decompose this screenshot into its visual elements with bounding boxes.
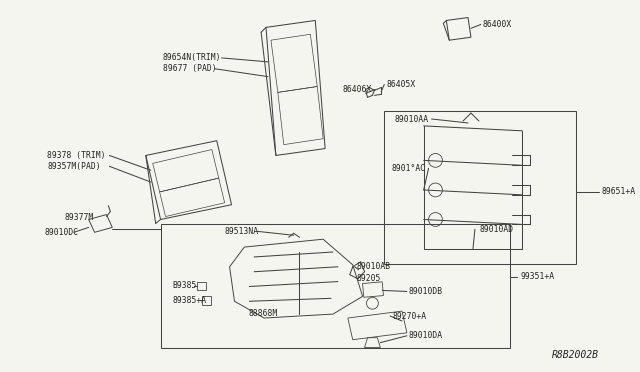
Text: 89010AD: 89010AD	[480, 225, 514, 234]
Text: 89010AB: 89010AB	[356, 262, 391, 271]
Text: 89357M(PAD): 89357M(PAD)	[47, 162, 101, 171]
Bar	[202, 296, 211, 305]
Bar	[384, 111, 577, 264]
Text: 86406X: 86406X	[343, 85, 372, 94]
Text: 89651+A: 89651+A	[601, 187, 635, 196]
Text: 89010AA: 89010AA	[394, 115, 428, 124]
Text: 89010DA: 89010DA	[409, 331, 443, 340]
Text: 89513NA: 89513NA	[225, 227, 259, 236]
Text: 89654N(TRIM): 89654N(TRIM)	[163, 54, 221, 62]
Text: 86405X: 86405X	[386, 80, 415, 89]
Text: 89677 (PAD): 89677 (PAD)	[163, 64, 216, 73]
Bar	[161, 224, 510, 347]
Text: 89010DC: 89010DC	[44, 228, 79, 237]
Text: 86400X: 86400X	[483, 20, 512, 29]
Bar	[363, 282, 383, 297]
Text: 89205: 89205	[356, 274, 381, 283]
Text: 89385+A: 89385+A	[172, 296, 207, 305]
Text: 99351+A: 99351+A	[520, 272, 554, 281]
Text: B9385: B9385	[172, 281, 196, 290]
Text: 89010DB: 89010DB	[409, 287, 443, 296]
Text: 89270+A: 89270+A	[392, 312, 426, 321]
Text: 8901°AC: 8901°AC	[391, 164, 425, 173]
Text: 88868M: 88868M	[248, 309, 278, 318]
Text: 89377M: 89377M	[64, 213, 93, 222]
Text: R8B2002B: R8B2002B	[552, 350, 599, 360]
Bar	[197, 282, 206, 291]
Text: 89378 (TRIM): 89378 (TRIM)	[47, 151, 106, 160]
